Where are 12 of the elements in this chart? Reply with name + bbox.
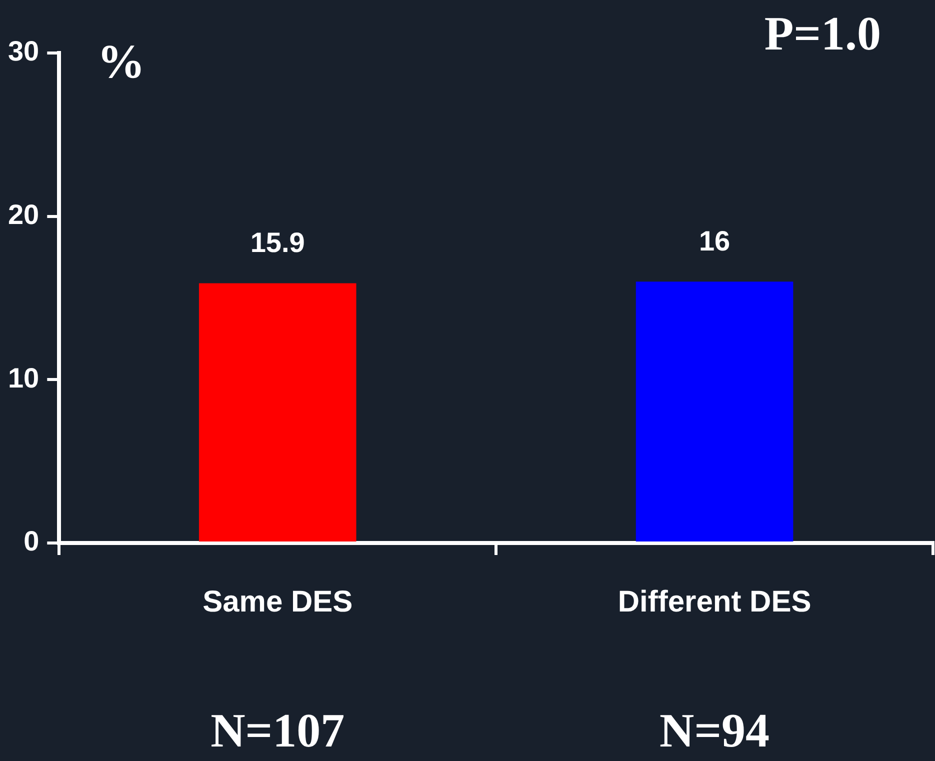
data-label: 15.9	[250, 227, 305, 258]
y-tick-label: 30	[8, 36, 40, 67]
x-tick-label: Different DES	[618, 585, 812, 618]
y-tick-label: 0	[24, 526, 40, 557]
y-tick-label: 10	[8, 362, 40, 394]
x-tick-label: Same DES	[202, 585, 353, 618]
data-label: 16	[698, 225, 730, 256]
annotation: P=1.0	[764, 7, 881, 60]
text: N=107	[210, 704, 345, 758]
y-axis-title: %	[97, 35, 146, 88]
y-tick-label: 20	[8, 199, 40, 230]
text: N=94	[660, 704, 770, 758]
